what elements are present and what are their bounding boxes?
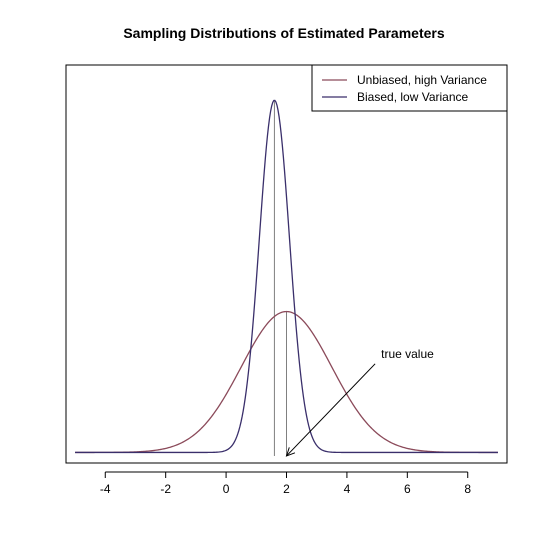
annotation-arrow bbox=[286, 363, 376, 457]
legend-box bbox=[311, 64, 508, 112]
legend-label-unbiased: Unbiased, high Variance bbox=[357, 73, 487, 87]
chart-title: Sampling Distributions of Estimated Para… bbox=[123, 25, 445, 41]
legend: Unbiased, high Variance Biased, low Vari… bbox=[311, 64, 508, 112]
x-axis: -4 -2 0 2 4 6 8 bbox=[100, 471, 471, 496]
x-tick-label: 2 bbox=[283, 482, 290, 496]
x-tick-label: -2 bbox=[160, 482, 171, 496]
x-tick-label: 6 bbox=[404, 482, 411, 496]
vertical-lines bbox=[273, 100, 287, 456]
series-layer bbox=[75, 99, 498, 454]
x-tick-label: 4 bbox=[344, 482, 351, 496]
annotation-arrowhead bbox=[285, 447, 296, 457]
plot-frame bbox=[65, 64, 508, 464]
annotation-true-value: true value bbox=[381, 347, 434, 361]
x-tick-label: 0 bbox=[223, 482, 230, 496]
series-line-biased bbox=[75, 99, 498, 454]
series-line-unbiased bbox=[75, 310, 498, 454]
x-tick-label: 8 bbox=[464, 482, 471, 496]
x-tick-label: -4 bbox=[100, 482, 111, 496]
annotation-layer: true value bbox=[285, 347, 434, 457]
legend-label-biased: Biased, low Variance bbox=[357, 90, 468, 104]
